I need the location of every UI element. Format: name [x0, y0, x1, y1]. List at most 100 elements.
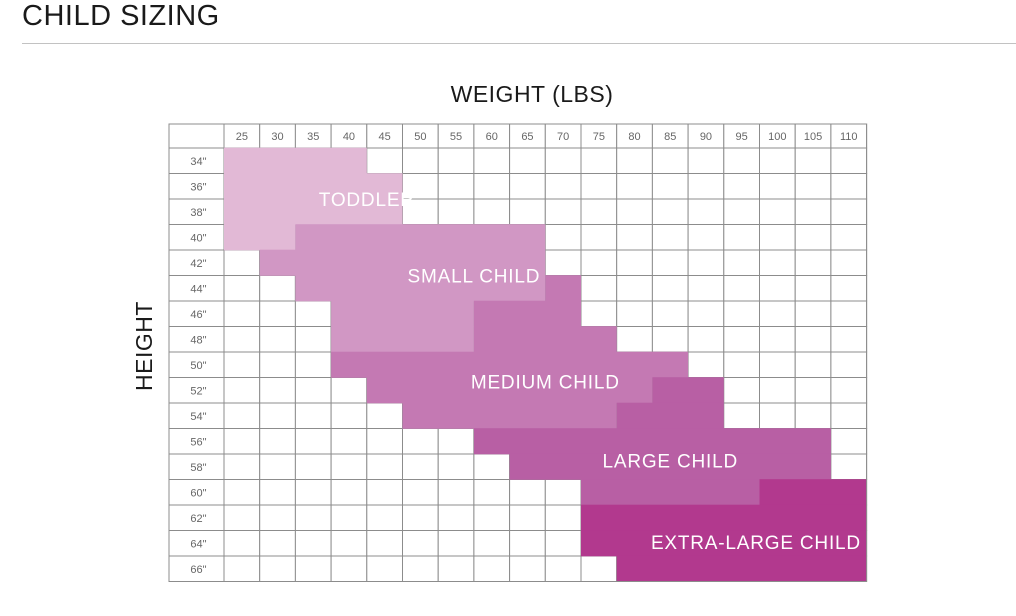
grid-cell	[830, 326, 868, 353]
grid-cell	[223, 402, 261, 429]
grid-cell	[580, 147, 618, 174]
grid-cell	[437, 428, 475, 455]
extra-large-child-label: EXTRA-LARGE CHILD	[651, 533, 861, 554]
grid-cell	[759, 147, 796, 174]
grid-cell	[402, 530, 439, 557]
large-child-zone	[616, 402, 724, 429]
grid-cell	[544, 504, 582, 531]
weight-tick-label: 35	[307, 131, 319, 143]
weight-header-cell	[259, 123, 296, 149]
grid-cell	[723, 300, 760, 327]
grid-cell	[294, 428, 332, 455]
grid-cell	[687, 351, 725, 378]
height-header-cell	[168, 275, 225, 302]
grid-cell	[223, 275, 261, 302]
grid-frame	[168, 123, 868, 582]
grid-cell	[223, 300, 261, 327]
height-header-cell	[168, 173, 225, 200]
grid-cell	[259, 300, 296, 327]
height-tick-label: 52"	[190, 386, 206, 398]
grid-cell	[473, 504, 511, 531]
grid-cell	[473, 173, 511, 200]
grid-cell	[259, 428, 296, 455]
grid-cell	[544, 224, 582, 251]
grid-cell	[544, 198, 582, 225]
weight-tick-label: 105	[804, 131, 822, 143]
grid-cell	[830, 300, 868, 327]
grid-cell	[759, 249, 796, 276]
grid-cell	[509, 173, 546, 200]
weight-header-cell	[794, 123, 832, 149]
grid-cell	[294, 351, 332, 378]
grid-cell	[830, 377, 868, 404]
grid-cell	[687, 224, 725, 251]
large-child-label: LARGE CHILD	[602, 451, 738, 472]
grid-cell	[759, 173, 796, 200]
grid-cell	[544, 479, 582, 506]
grid-cell	[723, 147, 760, 174]
height-header-cell	[168, 300, 225, 327]
grid-cell	[794, 147, 832, 174]
grid-cell	[616, 300, 653, 327]
grid-cell	[687, 326, 725, 353]
grid-cell	[259, 402, 296, 429]
height-tick-label: 48"	[190, 335, 206, 347]
grid-cell	[259, 453, 296, 480]
grid-cell	[616, 224, 653, 251]
grid-cell	[794, 224, 832, 251]
grid-cell	[723, 173, 760, 200]
grid-cell	[223, 249, 261, 276]
grid-cell	[223, 530, 261, 557]
large-child-zone	[581, 479, 760, 506]
grid-cell	[330, 402, 368, 429]
grid-cell	[437, 479, 475, 506]
grid-cell	[402, 428, 439, 455]
grid-cell	[544, 530, 582, 557]
grid-cell	[794, 377, 832, 404]
height-tick-label: 64"	[190, 539, 206, 551]
weight-header-cell	[580, 123, 618, 149]
grid-cell	[830, 351, 868, 378]
grid-cell	[294, 377, 332, 404]
weight-tick-label: 45	[379, 131, 391, 143]
medium-child-label: MEDIUM CHILD	[471, 372, 620, 393]
grid-cell	[794, 300, 832, 327]
grid-cell	[759, 326, 796, 353]
medium-child-zone	[473, 300, 581, 327]
height-tick-label: 56"	[190, 437, 206, 449]
medium-child-zone	[366, 377, 653, 404]
grid-cell	[794, 351, 832, 378]
grid-cell	[616, 275, 653, 302]
weight-header-cell	[830, 123, 868, 149]
small-child-label: SMALL CHILD	[408, 267, 541, 288]
grid-cell	[223, 351, 261, 378]
grid-cell	[759, 224, 796, 251]
height-header-cell	[168, 530, 225, 557]
grid-cell	[723, 224, 760, 251]
weight-header-cell	[473, 123, 511, 149]
height-tick-label: 44"	[190, 284, 206, 296]
weight-tick-label: 110	[840, 131, 858, 143]
grid-cell	[259, 275, 296, 302]
large-child-zone	[509, 453, 831, 480]
grid-cell	[294, 402, 332, 429]
toddler-zone	[224, 198, 403, 225]
grid-cell	[651, 249, 689, 276]
grid-cell	[366, 402, 403, 429]
grid-cell	[759, 300, 796, 327]
grid-cell	[509, 147, 546, 174]
grid-cell	[509, 479, 546, 506]
weight-tick-label: 50	[414, 131, 426, 143]
grid-cell	[402, 453, 439, 480]
height-tick-label: 58"	[190, 462, 206, 474]
grid-cell	[473, 479, 511, 506]
grid-cell	[759, 402, 796, 429]
grid-cell	[366, 479, 403, 506]
grid-cell	[544, 173, 582, 200]
grid-cell	[294, 326, 332, 353]
grid-cell	[402, 555, 439, 582]
grid-cell	[294, 555, 332, 582]
height-tick-label: 54"	[190, 411, 206, 423]
grid-cell	[330, 377, 368, 404]
grid-cell	[687, 173, 725, 200]
